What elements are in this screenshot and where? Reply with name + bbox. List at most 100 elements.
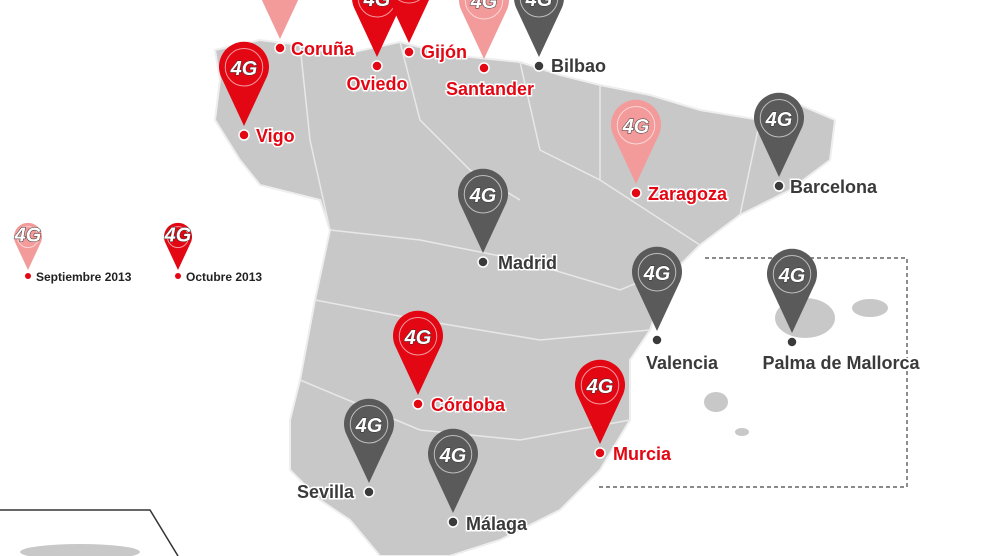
city-palma-de-mallorca[interactable]: 4G Palma de Mallorca (761, 248, 922, 375)
pin-zaragoza[interactable]: 4G (611, 99, 662, 184)
city-zaragoza[interactable]: 4G Zaragoza (611, 99, 730, 206)
pin-palma-de-mallorca[interactable]: 4G (767, 248, 817, 333)
city-label: Oviedo (346, 74, 407, 94)
pin-marker-icon (428, 428, 479, 513)
pin-vigo[interactable]: 4G (219, 41, 269, 126)
legend-item-septiembre: 4G Septiembre 2013 (13, 222, 132, 284)
pin-murcia[interactable]: 4G (575, 359, 625, 444)
pin-4g-badge: 4G (778, 265, 806, 287)
pin-ring (759, 99, 799, 138)
city-label: Sevilla (297, 482, 355, 502)
pin-marker-icon (631, 246, 683, 331)
city-dot (238, 129, 250, 141)
pin-gijon[interactable]: 4G (384, 0, 434, 43)
city-label: Palma de Mallorca (762, 353, 920, 373)
city-coruna[interactable]: 4GCoruña (255, 0, 356, 61)
pin-ring (463, 175, 503, 214)
city-santander[interactable]: 4G Santander (444, 0, 536, 101)
city-label: Barcelona (790, 177, 878, 197)
legend-dot (175, 273, 181, 279)
pin-4g-badge: 4G (439, 445, 467, 467)
city-dot (412, 398, 424, 410)
ibiza-island (704, 392, 728, 412)
pin-ring (637, 253, 677, 292)
city-dot (630, 187, 642, 199)
legend-pin-septiembre[interactable]: 4G (13, 222, 42, 270)
pin-marker-icon (457, 168, 508, 253)
pin-valencia[interactable]: 4G (631, 246, 683, 331)
city-madrid[interactable]: 4G Madrid (457, 168, 559, 275)
pin-bilbao[interactable]: 4G (514, 0, 564, 57)
pin-ring (464, 0, 504, 20)
pin-marker-icon (575, 359, 625, 444)
city-dot (403, 46, 415, 58)
canary-islands (20, 544, 140, 556)
pin-sevilla[interactable]: 4G (344, 398, 395, 483)
pin-4g-badge: 4G (765, 109, 793, 131)
pin-marker-icon (393, 310, 443, 395)
pin-4g-badge: 4G (470, 0, 498, 13)
pin-4g-badge: 4G (164, 224, 192, 246)
legend-label: Octubre 2013 (186, 270, 262, 284)
pin-marker-icon (14, 222, 42, 270)
city-bilbao[interactable]: 4G Bilbao (514, 0, 608, 78)
pin-4g-badge: 4G (469, 185, 497, 207)
city-label: Bilbao (551, 56, 606, 76)
legend-item-octubre: 4G Octubre 2013 (163, 222, 262, 284)
pin-marker-icon (352, 0, 402, 57)
city-dot (651, 334, 663, 346)
pin-4g-badge: 4G (586, 376, 614, 398)
pin-4g-badge: 4G (525, 0, 553, 11)
pin-marker-icon (514, 0, 564, 57)
pin-ring (167, 226, 189, 249)
pin-4g-badge: 4G (622, 116, 650, 138)
pin-ring (224, 48, 264, 87)
city-valencia[interactable]: 4G Valencia (631, 246, 721, 375)
city-malaga[interactable]: 4G Málaga (428, 428, 530, 536)
city-dot (447, 516, 459, 528)
formentera-island (735, 428, 749, 436)
pin-ring (17, 226, 39, 249)
pin-barcelona[interactable]: 4G (753, 92, 804, 177)
legend-label: Septiembre 2013 (36, 270, 132, 284)
city-dot (363, 486, 375, 498)
pin-ring (357, 0, 397, 18)
pin-4g-badge: 4G (643, 263, 671, 285)
city-dot (478, 62, 490, 74)
city-label: Zaragoza (648, 184, 728, 204)
city-murcia[interactable]: 4G Murcia (575, 359, 674, 466)
pin-4g-badge: 4G (14, 224, 42, 246)
pin-marker-icon (344, 398, 395, 483)
city-dot (371, 60, 383, 72)
pin-ring (616, 106, 656, 145)
city-dot (594, 447, 606, 459)
legend-pin-octubre[interactable]: 4G (163, 222, 193, 270)
pin-santander[interactable]: 4G (459, 0, 509, 59)
city-sevilla[interactable]: 4G Sevilla (295, 398, 395, 504)
city-cordoba[interactable]: 4G Córdoba (393, 310, 507, 417)
pin-marker-icon (219, 41, 269, 126)
pin-marker-icon (767, 248, 817, 333)
pin-malaga[interactable]: 4G (428, 428, 479, 513)
pin-marker-icon (753, 92, 804, 177)
city-gijon[interactable]: 4GGijón (384, 0, 469, 64)
city-dot (786, 336, 798, 348)
city-label: Gijón (421, 42, 467, 62)
city-vigo[interactable]: 4G Vigo (219, 41, 296, 148)
pin-marker-icon (389, 0, 429, 43)
pin-coruna[interactable]: 4G (255, 0, 305, 39)
city-oviedo[interactable]: 4G Oviedo (345, 0, 409, 96)
city-barcelona[interactable]: 4G Barcelona (753, 92, 880, 199)
city-label: Madrid (498, 253, 557, 273)
city-label: Coruña (291, 39, 355, 59)
pin-ring (398, 317, 438, 356)
city-label: Córdoba (431, 395, 506, 415)
pin-madrid[interactable]: 4G (457, 168, 508, 253)
pin-cordoba[interactable]: 4G (393, 310, 443, 395)
pin-4g-badge: 4G (404, 327, 432, 349)
pin-ring (519, 0, 559, 18)
city-dot (773, 180, 785, 192)
canary-inset-frame (0, 509, 179, 556)
pin-ring (397, 0, 421, 4)
pin-oviedo[interactable]: 4G (352, 0, 402, 57)
